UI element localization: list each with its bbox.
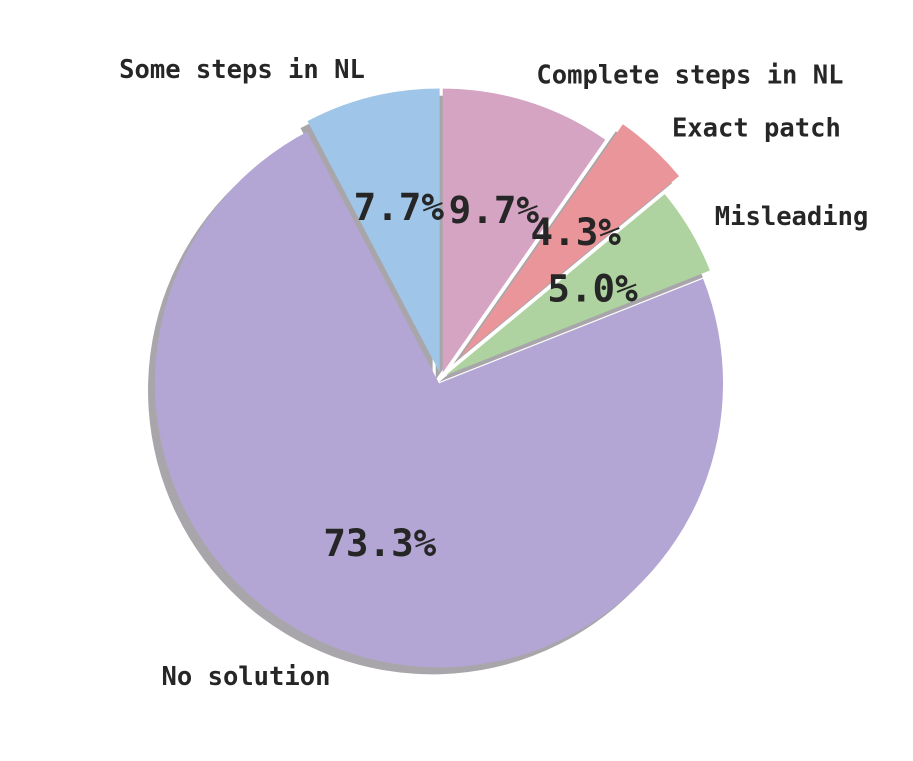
pie-slice-label-some-steps-in-nl: Some steps in NL: [119, 55, 365, 85]
pie-slice-no-solution: [155, 131, 724, 668]
pie-slice-exact-patch: [460, 124, 680, 358]
pie-pct-label-some-steps-in-nl: 7.7%: [354, 185, 445, 229]
pie-pct-label-misleading: 5.0%: [547, 266, 638, 310]
pie-pct-label-no-solution: 73.3%: [323, 521, 436, 565]
pie-slice-label-no-solution: No solution: [162, 662, 331, 692]
pie-slice-misleading: [445, 194, 710, 376]
pie-pct-label-exact-patch: 4.3%: [531, 210, 622, 254]
pie-slice-label-exact-patch: Exact patch: [672, 113, 841, 143]
pie-slice-label-complete-steps-in-nl: Complete steps in NL: [536, 61, 843, 91]
pie-slice-label-misleading: Misleading: [715, 202, 869, 232]
pie-slice-complete-steps-in-nl: [442, 88, 606, 373]
pie-slice-some-steps-in-nl: [307, 88, 440, 373]
pie-pct-label-complete-steps-in-nl: 9.7%: [449, 188, 540, 232]
